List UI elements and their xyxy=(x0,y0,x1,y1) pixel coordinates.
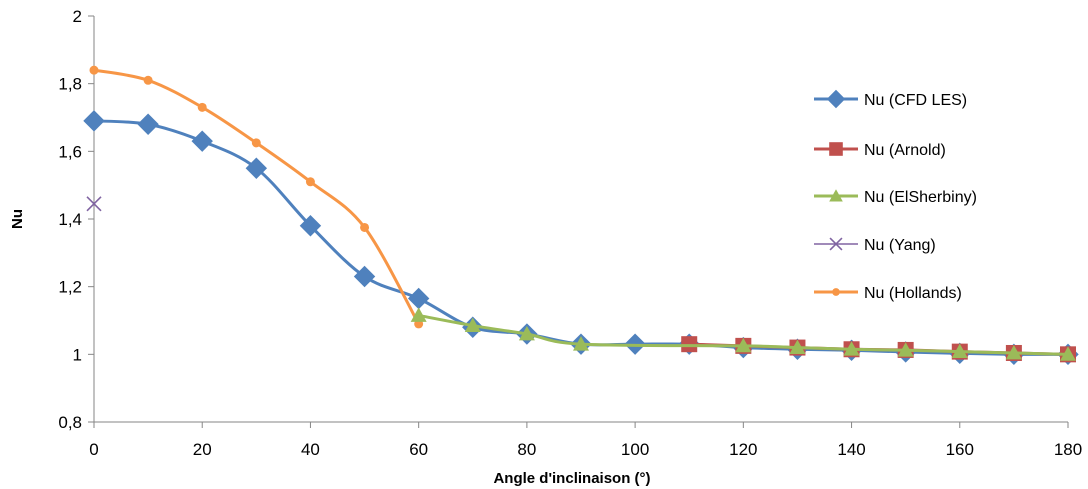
x-axis-ticks: 0 20 40 60 80 100 120 140 160 180 xyxy=(89,422,1082,459)
data-point-nu-elsherbiny xyxy=(1005,344,1022,360)
data-point-nu-elsherbiny xyxy=(410,307,427,322)
y-tick-label: 1,4 xyxy=(58,210,82,229)
x-tick-label: 100 xyxy=(621,440,649,459)
data-point-nu-yang-stroke xyxy=(86,196,102,212)
data-point-nu-cfd-les xyxy=(137,113,159,135)
series-nu-yang xyxy=(86,196,102,212)
data-point-nu-yang xyxy=(86,196,102,212)
legend-entry-nu-elsherbiny: Nu (ElSherbiny) xyxy=(814,189,977,206)
legend-label-nu-arnold: Nu (Arnold) xyxy=(864,142,946,159)
legend-marker-nu-cfd-les xyxy=(826,89,846,109)
legend-marker-nu-yang xyxy=(829,237,843,251)
x-tick-label: 0 xyxy=(89,440,98,459)
x-tick-label: 80 xyxy=(517,440,536,459)
data-point-nu-cfd-les xyxy=(83,110,105,132)
series-line-nu-hollands xyxy=(93,68,420,325)
data-point-nu-elsherbiny xyxy=(573,336,589,351)
legend-marker-nu-elsherbiny xyxy=(829,189,843,202)
legend-marker-nu-arnold xyxy=(829,142,843,156)
y-tick-label: 1,8 xyxy=(58,75,82,94)
data-point-nu-elsherbiny xyxy=(1060,346,1076,361)
legend-label-nu-elsherbiny: Nu (ElSherbiny) xyxy=(864,189,977,206)
legend-marker-nu-hollands xyxy=(832,288,840,296)
legend: Nu (CFD LES) Nu (Arnold) Nu (ElSherbiny) Nu… xyxy=(814,89,977,302)
data-point-nu-elsherbiny xyxy=(789,339,806,354)
y-axis-title: Nu xyxy=(9,209,26,229)
y-tick-label: 1 xyxy=(73,345,82,364)
data-point-nu-cfd-les xyxy=(407,287,430,310)
x-axis-title: Angle d'inclinaison (°) xyxy=(493,470,650,487)
legend-label-nu-yang: Nu (Yang) xyxy=(864,237,936,254)
data-point-nu-elsherbiny xyxy=(843,341,860,356)
series-nu-elsherbiny xyxy=(410,307,1076,361)
data-point-nu-hollands xyxy=(251,138,261,148)
x-tick-label: 160 xyxy=(946,440,974,459)
series-line-nu-elsherbiny xyxy=(418,313,1069,356)
legend-entry-nu-cfd-les: Nu (CFD LES) xyxy=(814,89,967,109)
data-point-nu-elsherbiny xyxy=(464,317,481,332)
data-point-nu-elsherbiny xyxy=(518,326,535,341)
data-point-nu-cfd-les xyxy=(299,215,322,237)
y-tick-label: 0,8 xyxy=(58,413,82,432)
x-tick-label: 180 xyxy=(1054,440,1082,459)
data-point-nu-elsherbiny xyxy=(897,342,914,357)
data-point-nu-hollands xyxy=(89,65,99,75)
y-axis-ticks: 0,8 1 1,2 1,4 1,6 1,8 2 xyxy=(58,7,94,432)
legend-entry-nu-arnold: Nu (Arnold) xyxy=(814,142,946,159)
y-tick-label: 2 xyxy=(73,7,82,26)
data-point-nu-hollands xyxy=(197,102,207,112)
x-tick-label: 140 xyxy=(837,440,865,459)
y-tick-label: 1,2 xyxy=(58,278,82,297)
data-point-nu-cfd-les xyxy=(191,130,213,152)
legend-entry-nu-yang: Nu (Yang) xyxy=(814,237,936,254)
legend-label-nu-cfd-les: Nu (CFD LES) xyxy=(864,92,967,109)
data-point-nu-elsherbiny xyxy=(735,337,752,353)
data-point-nu-hollands xyxy=(143,75,153,85)
series-nu-hollands xyxy=(89,65,424,329)
data-point-nu-elsherbiny xyxy=(951,343,968,359)
legend-marker-nu-yang-stroke xyxy=(829,237,843,251)
legend-label-nu-hollands: Nu (Hollands) xyxy=(864,285,962,302)
x-tick-label: 40 xyxy=(301,440,320,459)
data-point-nu-hollands xyxy=(360,222,370,232)
x-tick-label: 60 xyxy=(409,440,428,459)
y-tick-label: 1,6 xyxy=(58,142,82,161)
legend-entry-nu-hollands: Nu (Hollands) xyxy=(814,285,962,302)
plot-area xyxy=(83,16,1079,423)
data-point-nu-cfd-les xyxy=(245,157,268,179)
data-point-nu-cfd-les xyxy=(353,265,376,288)
data-point-nu-hollands xyxy=(305,177,315,187)
x-tick-label: 20 xyxy=(193,440,212,459)
x-tick-label: 120 xyxy=(729,440,757,459)
